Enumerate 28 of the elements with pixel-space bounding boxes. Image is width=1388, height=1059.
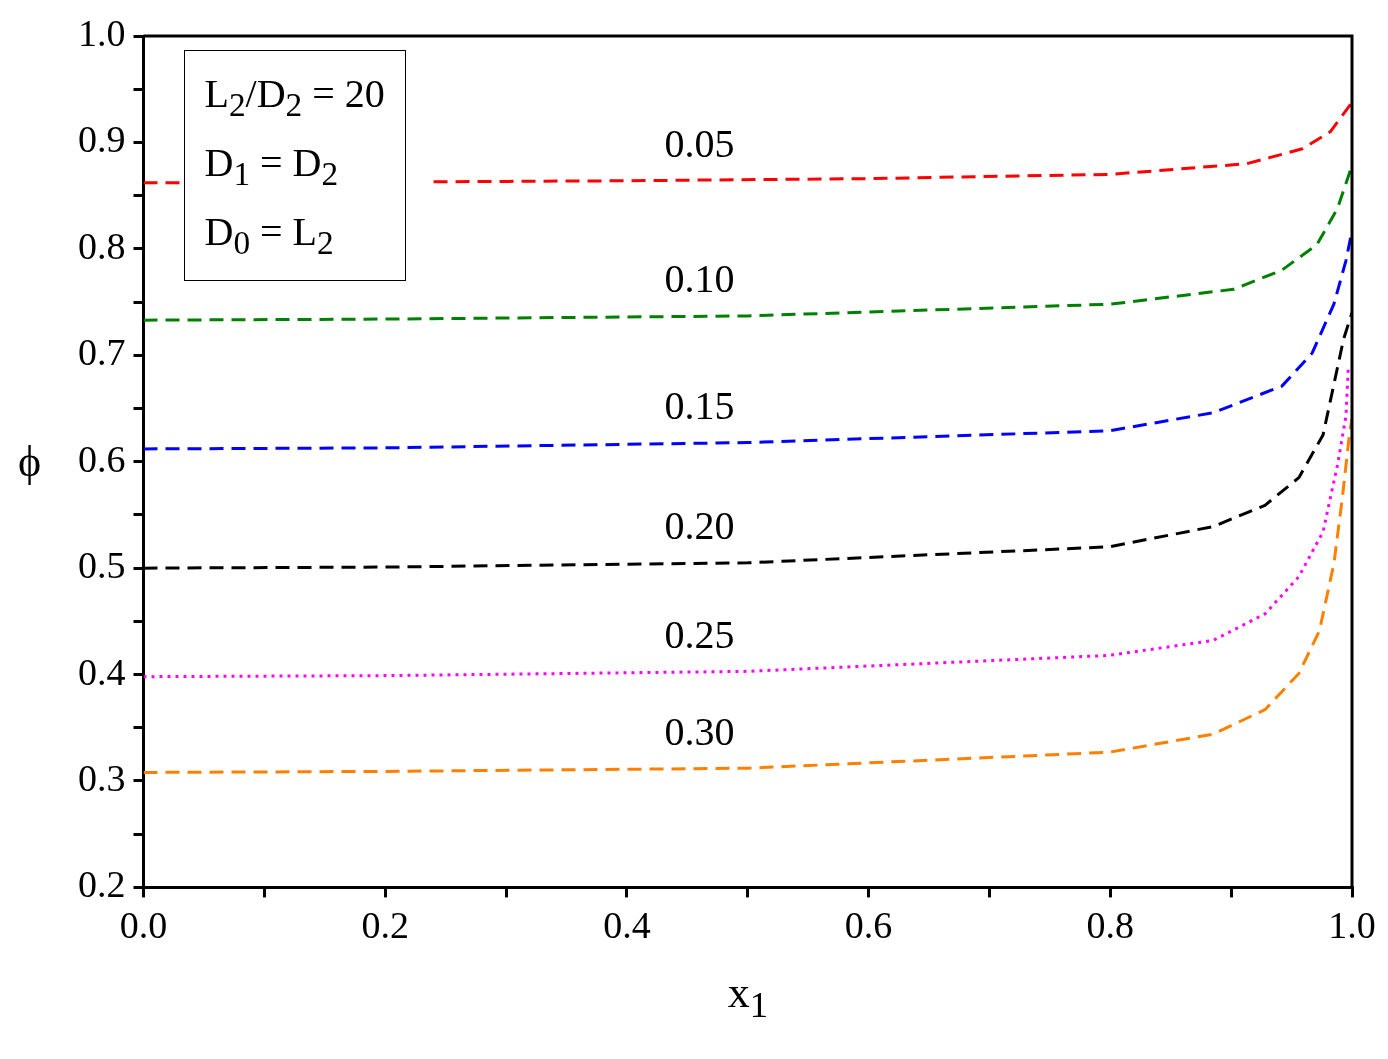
- y-tick-label: 0.4: [78, 650, 126, 693]
- y-tick-label: 0.8: [78, 224, 126, 267]
- x-tick-label: 0.4: [603, 904, 651, 947]
- y-tick-label: 0.2: [78, 863, 126, 906]
- series-label: 0.15: [664, 383, 735, 429]
- x-tick-label: 1.0: [1328, 904, 1376, 947]
- y-tick-label: 0.7: [78, 331, 126, 374]
- series-label: 0.10: [664, 256, 735, 302]
- y-tick-label: 0.9: [78, 118, 126, 161]
- series-label: 0.30: [664, 708, 735, 754]
- line-series: [143, 417, 1352, 774]
- note-box: L$_{2}$/D$_{2}$ = 20 D$_{1}$ = D$_{2}$ D$_{0}$ = L$_{2}$: [183, 50, 406, 281]
- series-label: 0.20: [664, 503, 735, 549]
- x-axis-title: x$_{1}$: [727, 967, 769, 1027]
- x-tick-label: 0.2: [361, 904, 409, 947]
- y-tick-label: 0.5: [78, 544, 126, 587]
- series-label: 0.25: [664, 611, 735, 657]
- y-tick-label: 1.0: [78, 11, 126, 54]
- series-label: 0.05: [664, 121, 735, 167]
- y-tick-label: 0.3: [78, 756, 126, 799]
- x-tick-label: 0.6: [844, 904, 893, 947]
- y-axis-title: ϕ: [18, 436, 42, 488]
- x-tick-label: 0.0: [119, 904, 168, 947]
- annotation: D$_{0}$ = L$_{2}$: [204, 208, 335, 263]
- annotation: D$_{1}$ = D$_{2}$: [204, 139, 340, 194]
- y-tick-label: 0.6: [78, 437, 126, 480]
- annotation: L$_{2}$/D$_{2}$ = 20: [204, 70, 385, 125]
- x-tick-label: 0.8: [1086, 904, 1135, 947]
